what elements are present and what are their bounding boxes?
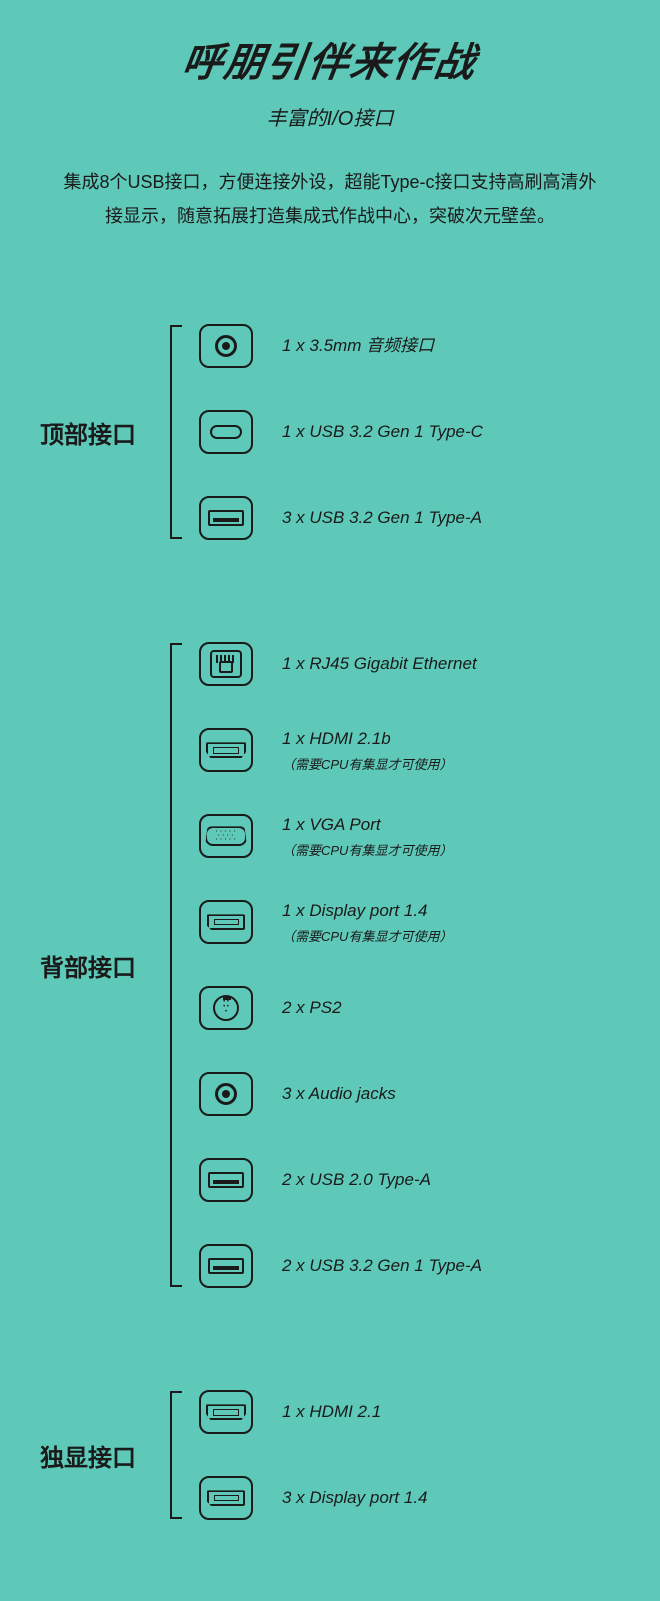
typea-port-icon [199, 1244, 253, 1288]
port-row: 3 x USB 3.2 Gen 1 Type-A [186, 475, 620, 561]
port-text: 1 x RJ45 Gigabit Ethernet [266, 653, 477, 675]
port-label: 3 x Audio jacks [282, 1083, 396, 1105]
sections-list: 顶部接口 1 x 3.5mm 音频接口 1 x USB 3.2 Gen 1 Type… [40, 303, 620, 1541]
vga-port-icon [199, 814, 253, 858]
port-icon-wrap [186, 1476, 266, 1520]
typec-port-icon [199, 410, 253, 454]
port-icon-wrap [186, 900, 266, 944]
port-row: 1 x Display port 1.4 （需要CPU有集显才可使用） [186, 879, 620, 965]
port-text: 3 x USB 3.2 Gen 1 Type-A [266, 507, 482, 529]
port-label: 1 x 3.5mm 音频接口 [282, 335, 434, 357]
port-note: （需要CPU有集显才可使用） [282, 754, 452, 773]
port-label: 1 x HDMI 2.1b [282, 728, 452, 750]
port-text: 3 x Display port 1.4 [266, 1487, 428, 1509]
port-label: 2 x USB 3.2 Gen 1 Type-A [282, 1255, 482, 1277]
ps2-port-icon [199, 986, 253, 1030]
dp-port-icon [199, 1476, 253, 1520]
port-row: 1 x USB 3.2 Gen 1 Type-C [186, 389, 620, 475]
port-icon-wrap [186, 728, 266, 772]
port-text: 1 x 3.5mm 音频接口 [266, 335, 434, 357]
dp-port-icon [199, 900, 253, 944]
port-icon-wrap [186, 410, 266, 454]
rj45-port-icon [199, 642, 253, 686]
port-row: 3 x Audio jacks [186, 1051, 620, 1137]
port-row: 2 x USB 2.0 Type-A [186, 1137, 620, 1223]
port-row: 1 x HDMI 2.1 [186, 1369, 620, 1455]
port-row: 1 x HDMI 2.1b （需要CPU有集显才可使用） [186, 707, 620, 793]
port-icon-wrap [186, 496, 266, 540]
port-label: 1 x USB 3.2 Gen 1 Type-C [282, 421, 483, 443]
port-text: 1 x VGA Port （需要CPU有集显才可使用） [266, 814, 452, 859]
port-section: 顶部接口 1 x 3.5mm 音频接口 1 x USB 3.2 Gen 1 Type… [40, 303, 620, 561]
port-icon-wrap [186, 1072, 266, 1116]
port-row: 1 x RJ45 Gigabit Ethernet [186, 621, 620, 707]
audio-port-icon [199, 1072, 253, 1116]
port-label: 1 x VGA Port [282, 814, 452, 836]
hdmi-port-icon [199, 1390, 253, 1434]
infographic-container: 呼朋引伴来作战 丰富的I/O接口 集成8个USB接口，方便连接外设，超能Type… [0, 0, 660, 1601]
port-text: 1 x HDMI 2.1 [266, 1401, 381, 1423]
port-icon-wrap [186, 1158, 266, 1202]
port-text: 1 x USB 3.2 Gen 1 Type-C [266, 421, 483, 443]
port-section: 背部接口 1 x RJ45 Gigabit Ethernet 1 x HDMI 2.… [40, 621, 620, 1309]
port-text: 2 x USB 3.2 Gen 1 Type-A [266, 1255, 482, 1277]
port-label: 1 x RJ45 Gigabit Ethernet [282, 653, 477, 675]
typea-port-icon [199, 496, 253, 540]
port-list: 1 x 3.5mm 音频接口 1 x USB 3.2 Gen 1 Type-C 3 … [186, 303, 620, 561]
subtitle: 丰富的I/O接口 [40, 102, 620, 131]
port-list: 1 x RJ45 Gigabit Ethernet 1 x HDMI 2.1b （需… [186, 621, 620, 1309]
port-note: （需要CPU有集显才可使用） [282, 840, 452, 859]
port-text: 3 x Audio jacks [266, 1083, 396, 1105]
port-icon-wrap [186, 1244, 266, 1288]
section-label: 背部接口 [40, 948, 160, 983]
section-label: 顶部接口 [40, 415, 160, 450]
port-text: 1 x Display port 1.4 （需要CPU有集显才可使用） [266, 900, 452, 945]
port-icon-wrap [186, 814, 266, 858]
port-row: 3 x Display port 1.4 [186, 1455, 620, 1541]
audio-port-icon [199, 324, 253, 368]
port-row: 1 x 3.5mm 音频接口 [186, 303, 620, 389]
port-row: 1 x VGA Port （需要CPU有集显才可使用） [186, 793, 620, 879]
port-text: 2 x PS2 [266, 997, 342, 1019]
port-icon-wrap [186, 324, 266, 368]
port-note: （需要CPU有集显才可使用） [282, 926, 452, 945]
port-text: 1 x HDMI 2.1b （需要CPU有集显才可使用） [266, 728, 452, 773]
bracket-decoration [160, 1369, 186, 1541]
port-section: 独显接口 1 x HDMI 2.1 3 x Display port 1.4 [40, 1369, 620, 1541]
port-row: 2 x USB 3.2 Gen 1 Type-A [186, 1223, 620, 1309]
port-label: 3 x USB 3.2 Gen 1 Type-A [282, 507, 482, 529]
port-label: 2 x USB 2.0 Type-A [282, 1169, 431, 1191]
intro-paragraph: 集成8个USB接口，方便连接外设，超能Type-c接口支持高刷高清外接显示，随意… [40, 165, 620, 233]
port-list: 1 x HDMI 2.1 3 x Display port 1.4 [186, 1369, 620, 1541]
port-row: 2 x PS2 [186, 965, 620, 1051]
port-label: 3 x Display port 1.4 [282, 1487, 428, 1509]
headline: 呼朋引伴来作战 [36, 30, 624, 88]
bracket-decoration [160, 621, 186, 1309]
port-icon-wrap [186, 642, 266, 686]
section-label: 独显接口 [40, 1438, 160, 1473]
port-label: 1 x HDMI 2.1 [282, 1401, 381, 1423]
port-icon-wrap [186, 1390, 266, 1434]
port-label: 1 x Display port 1.4 [282, 900, 452, 922]
bracket-decoration [160, 303, 186, 561]
hdmi-port-icon [199, 728, 253, 772]
port-icon-wrap [186, 986, 266, 1030]
typea-port-icon [199, 1158, 253, 1202]
port-text: 2 x USB 2.0 Type-A [266, 1169, 431, 1191]
port-label: 2 x PS2 [282, 997, 342, 1019]
